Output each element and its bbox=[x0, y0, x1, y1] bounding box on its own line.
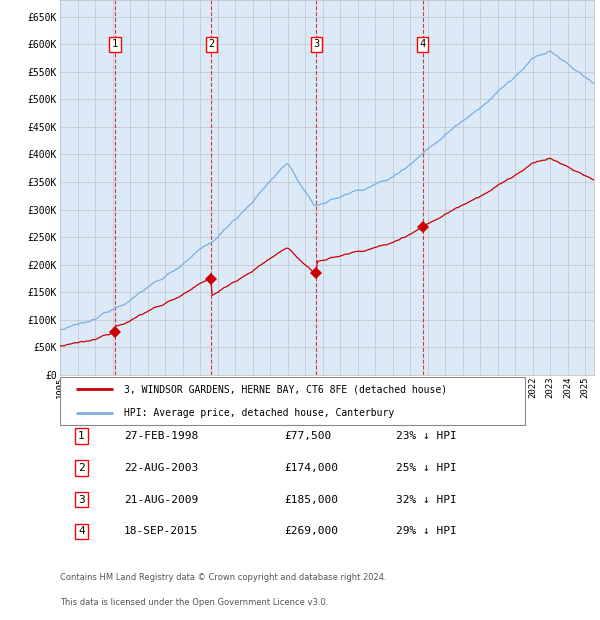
Text: 1: 1 bbox=[112, 39, 118, 49]
Text: 27-FEB-1998: 27-FEB-1998 bbox=[124, 431, 199, 441]
Text: 1: 1 bbox=[78, 431, 85, 441]
Text: 23% ↓ HPI: 23% ↓ HPI bbox=[397, 431, 457, 441]
Text: £185,000: £185,000 bbox=[284, 495, 338, 505]
Text: 29% ↓ HPI: 29% ↓ HPI bbox=[397, 526, 457, 536]
Text: 21-AUG-2009: 21-AUG-2009 bbox=[124, 495, 199, 505]
Text: HPI: Average price, detached house, Canterbury: HPI: Average price, detached house, Cant… bbox=[124, 408, 394, 418]
Text: 18-SEP-2015: 18-SEP-2015 bbox=[124, 526, 199, 536]
Text: 2: 2 bbox=[78, 463, 85, 473]
Text: £77,500: £77,500 bbox=[284, 431, 332, 441]
Text: 4: 4 bbox=[78, 526, 85, 536]
Text: 3: 3 bbox=[78, 495, 85, 505]
Text: Contains HM Land Registry data © Crown copyright and database right 2024.: Contains HM Land Registry data © Crown c… bbox=[60, 574, 386, 582]
Text: 2: 2 bbox=[208, 39, 214, 49]
Text: 3: 3 bbox=[313, 39, 319, 49]
Text: £174,000: £174,000 bbox=[284, 463, 338, 473]
FancyBboxPatch shape bbox=[60, 377, 524, 425]
Text: 22-AUG-2003: 22-AUG-2003 bbox=[124, 463, 199, 473]
Text: 32% ↓ HPI: 32% ↓ HPI bbox=[397, 495, 457, 505]
Text: 25% ↓ HPI: 25% ↓ HPI bbox=[397, 463, 457, 473]
Text: This data is licensed under the Open Government Licence v3.0.: This data is licensed under the Open Gov… bbox=[60, 598, 328, 607]
Text: 4: 4 bbox=[419, 39, 426, 49]
Text: 3, WINDSOR GARDENS, HERNE BAY, CT6 8FE (detached house): 3, WINDSOR GARDENS, HERNE BAY, CT6 8FE (… bbox=[124, 384, 447, 394]
Text: £269,000: £269,000 bbox=[284, 526, 338, 536]
